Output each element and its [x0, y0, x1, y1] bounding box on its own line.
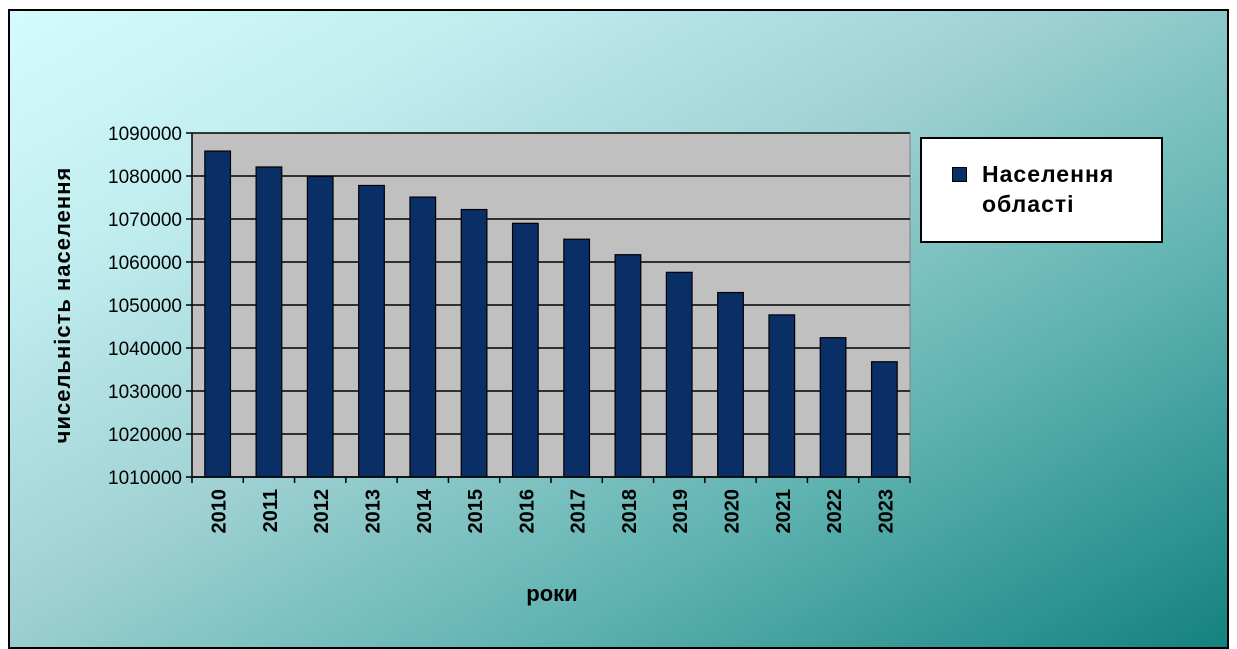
legend-swatch — [952, 167, 967, 182]
y-tick-label: 1020000 — [108, 425, 182, 446]
x-tick-label: 2014 — [414, 488, 436, 533]
bar — [255, 166, 283, 478]
x-tick-label: 2010 — [209, 489, 231, 534]
y-tick-label: 1040000 — [108, 339, 182, 360]
bar — [511, 222, 539, 478]
y-tick-label: 1060000 — [108, 253, 182, 274]
bar — [409, 196, 437, 478]
x-tick-label: 2022 — [824, 489, 846, 534]
bar — [204, 150, 232, 478]
x-tick-label: 2011 — [260, 489, 282, 532]
y-tick-label: 1030000 — [108, 382, 182, 403]
y-tick-label: 1080000 — [108, 167, 182, 188]
x-tick-label: 2016 — [516, 489, 538, 534]
bar — [358, 184, 385, 478]
x-tick-labels: 2010 2011 2012 2013 2014 2015 2016 2017 2018 2019… — [209, 488, 898, 533]
x-tick-label: 2023 — [875, 489, 897, 534]
y-tick-label: 1090000 — [108, 124, 182, 145]
bar — [563, 238, 591, 478]
bars — [204, 150, 898, 478]
x-tick-label: 2017 — [568, 489, 590, 534]
bar — [819, 337, 847, 478]
y-tick-label: 1050000 — [108, 296, 182, 317]
x-tick-label: 2019 — [670, 489, 692, 534]
bar — [870, 361, 898, 478]
bar — [614, 254, 642, 478]
y-axis-title: чисельність населення — [50, 167, 75, 444]
bar — [665, 271, 693, 478]
bar — [460, 208, 488, 478]
x-axis-title: роки — [526, 581, 577, 606]
x-tick-label: 2013 — [363, 489, 385, 534]
legend: Населення області — [920, 137, 1163, 243]
bar — [717, 291, 744, 478]
y-tick-labels: 1010000 1020000 1030000 1040000 1050000 10600… — [108, 124, 182, 489]
y-tick-label: 1010000 — [108, 468, 182, 489]
x-tick-label: 2018 — [619, 489, 641, 534]
y-tick-label: 1070000 — [108, 210, 182, 231]
bar — [768, 314, 796, 478]
x-tick-label: 2012 — [311, 489, 333, 534]
x-tick-label: 2015 — [465, 489, 487, 534]
x-tick-label: 2020 — [722, 489, 744, 534]
x-tick-label: 2021 — [773, 489, 795, 534]
bar-chart: 1010000 1020000 1030000 1040000 1050000 10600… — [50, 124, 911, 606]
legend-label: Населення області — [982, 161, 1115, 217]
bar — [306, 175, 334, 478]
axes — [186, 132, 911, 483]
